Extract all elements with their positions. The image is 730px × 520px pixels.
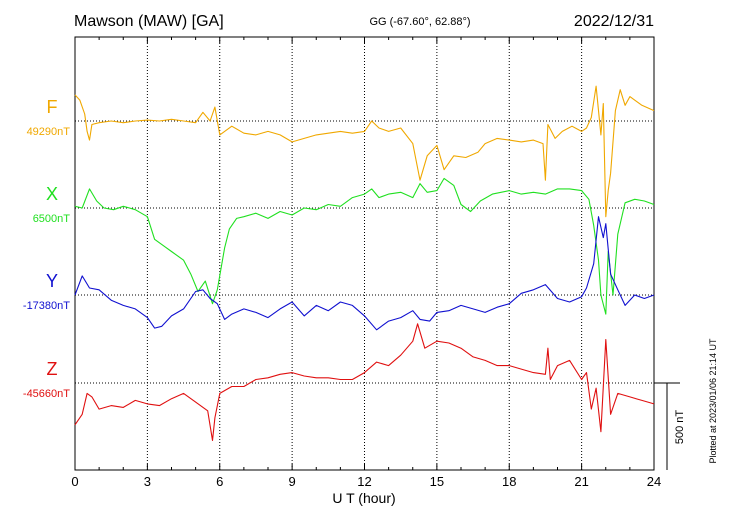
series-baseline-label-X: 6500nT	[33, 213, 71, 225]
series-line-Y	[74, 216, 655, 331]
series-labels: F 49290nT X 6500nT Y -17380nT Z -45660nT	[23, 97, 70, 400]
x-tick-label: 0	[71, 474, 78, 489]
series-baseline-label-Z: -45660nT	[23, 388, 70, 400]
x-tick-label: 6	[216, 474, 223, 489]
x-axis-label: U T (hour)	[332, 490, 395, 506]
series-name-F: F	[47, 97, 58, 117]
plotted-at-footnote: Plotted at 2023/01/06 21:14 UT	[708, 338, 718, 464]
x-axis: 0 3 6 9 12 15 18 21 24	[71, 37, 661, 489]
series-line-F	[74, 85, 655, 218]
series-line-X	[74, 177, 655, 315]
series-name-Z: Z	[47, 359, 58, 379]
date-label: 2022/12/31	[574, 13, 654, 30]
grid-lines	[75, 37, 654, 470]
x-tick-label: 18	[502, 474, 516, 489]
series-line-Z	[74, 323, 655, 441]
series-baseline-label-F: 49290nT	[27, 126, 71, 138]
series-name-Y: Y	[46, 271, 58, 291]
scale-bar: 500 nT	[654, 382, 686, 470]
station-title: Mawson (MAW) [GA]	[74, 13, 224, 30]
x-tick-label: 15	[430, 474, 444, 489]
x-tick-label: 9	[289, 474, 296, 489]
series-name-X: X	[46, 184, 58, 204]
x-tick-label: 12	[357, 474, 371, 489]
series-group	[74, 85, 655, 441]
x-tick-label: 24	[647, 474, 661, 489]
x-tick-label: 3	[144, 474, 151, 489]
series-baseline-label-Y: -17380nT	[23, 300, 70, 312]
scale-bar-label: 500 nT	[674, 410, 686, 445]
x-tick-label: 21	[574, 474, 588, 489]
coordinates-label: GG (-67.60°, 62.88°)	[369, 16, 470, 28]
